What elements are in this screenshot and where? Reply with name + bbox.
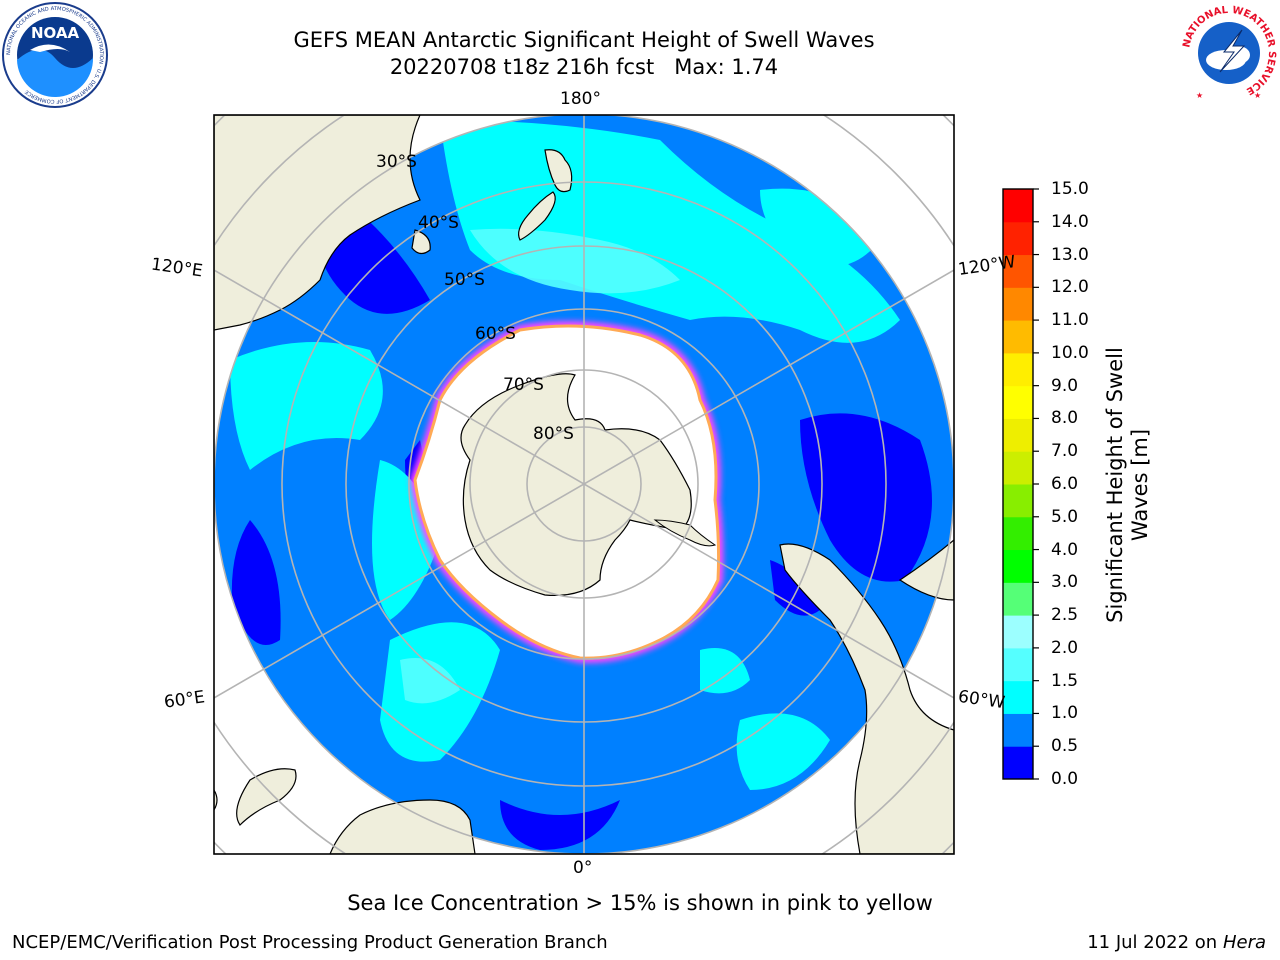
colorbar-swatch [1003, 647, 1033, 682]
lat-label-80s: 80°S [533, 424, 574, 444]
colorbar-swatch [1003, 484, 1033, 518]
colorbar-swatch [1003, 254, 1033, 288]
lat-label-70s: 70°S [503, 375, 544, 395]
colorbar-swatch [1003, 385, 1033, 419]
lat-label-40s: 40°S [418, 213, 459, 233]
colorbar-tick-label: 2.0 [1051, 637, 1079, 658]
colorbar-tick-label: 12.0 [1051, 277, 1089, 298]
colorbar-tick-label: 0.0 [1051, 769, 1079, 789]
land-tasmania [411, 229, 431, 255]
chart-subtitle: 20220708 t18z 216h fcst Max: 1.74 [389, 55, 779, 79]
colorbar-swatch [1003, 615, 1033, 649]
land-australia [214, 115, 421, 331]
nws-logo: NATIONAL WEATHER SERVICE ★ ★ [1179, 3, 1279, 103]
colorbar-swatch [1003, 320, 1033, 354]
land-new-zealand-north [544, 149, 573, 193]
colorbar-swatch [1003, 418, 1033, 452]
colorbar-tick-label: 1.5 [1051, 670, 1079, 691]
colorbar-tick-label: 1.0 [1051, 703, 1079, 724]
swell-low-regions [231, 190, 932, 850]
colorbar-title: Significant Height of Swell Waves [m] [1103, 347, 1152, 623]
footer-host: Hera [1222, 932, 1266, 953]
colorbar-swatch [1003, 713, 1033, 747]
colorbar-tick-label: 13.0 [1051, 244, 1089, 265]
colorbar-tick-label: 14.0 [1051, 211, 1089, 232]
land-africa [329, 799, 476, 854]
lon-label-180: 180° [560, 89, 601, 109]
colorbar [1002, 188, 1039, 780]
lat-label-30s: 30°S [376, 152, 417, 172]
colorbar-swatch [1003, 516, 1033, 551]
land-madagascar [236, 768, 297, 826]
svg-text:★: ★ [1254, 91, 1261, 100]
colorbar-tick-label: 2.5 [1051, 605, 1079, 626]
swell-high-regions [400, 228, 680, 704]
colorbar-tick-label: 9.0 [1051, 375, 1079, 396]
colorbar-tick-label: 7.0 [1051, 441, 1079, 462]
footer-date-text: 11 Jul 2022 on [1087, 932, 1223, 953]
colorbar-swatch [1003, 582, 1033, 616]
chart-title: GEFS MEAN Antarctic Significant Height o… [293, 28, 875, 52]
land-new-zealand-south [518, 191, 556, 241]
land-masses [214, 115, 954, 854]
lon-label-0: 0° [573, 858, 593, 878]
colorbar-swatch [1003, 680, 1033, 714]
footer-date: 11 Jul 2022 on Hera [1087, 932, 1266, 953]
colorbar-tick-label: 6.0 [1051, 474, 1079, 494]
colorbar-swatch [1003, 189, 1033, 223]
colorbar-tick-label: 15.0 [1051, 179, 1089, 199]
noaa-logo: NATIONAL OCEANIC AND ATMOSPHERIC ADMINIS… [2, 2, 108, 108]
noaa-logo-text: NOAA [31, 24, 80, 42]
land-antarctic-peninsula [653, 519, 717, 547]
lat-label-50s: 50°S [444, 270, 485, 290]
colorbar-tick-label: 3.0 [1051, 572, 1079, 593]
colorbar-swatch [1003, 451, 1033, 485]
sea-ice-note: Sea Ice Concentration > 15% is shown in … [347, 891, 933, 915]
colorbar-swatch [1003, 549, 1033, 583]
colorbar-swatch [1003, 221, 1033, 256]
colorbar-swatch [1003, 746, 1033, 780]
svg-text:★: ★ [1196, 91, 1203, 100]
colorbar-tick-label: 11.0 [1051, 310, 1089, 331]
footer-credit: NCEP/EMC/Verification Post Processing Pr… [12, 932, 608, 953]
graticule [214, 115, 954, 854]
colorbar-tick-label: 8.0 [1051, 408, 1079, 429]
colorbar-tick-label: 0.5 [1051, 736, 1079, 757]
colorbar-swatch [1003, 352, 1033, 387]
colorbar-swatch [1003, 287, 1033, 321]
colorbar-tick-label: 5.0 [1051, 506, 1079, 527]
lat-label-60s: 60°S [475, 324, 516, 344]
map-frame [213, 114, 955, 855]
colorbar-tick-label: 10.0 [1051, 342, 1089, 363]
colorbar-tick-label: 4.0 [1051, 539, 1079, 560]
